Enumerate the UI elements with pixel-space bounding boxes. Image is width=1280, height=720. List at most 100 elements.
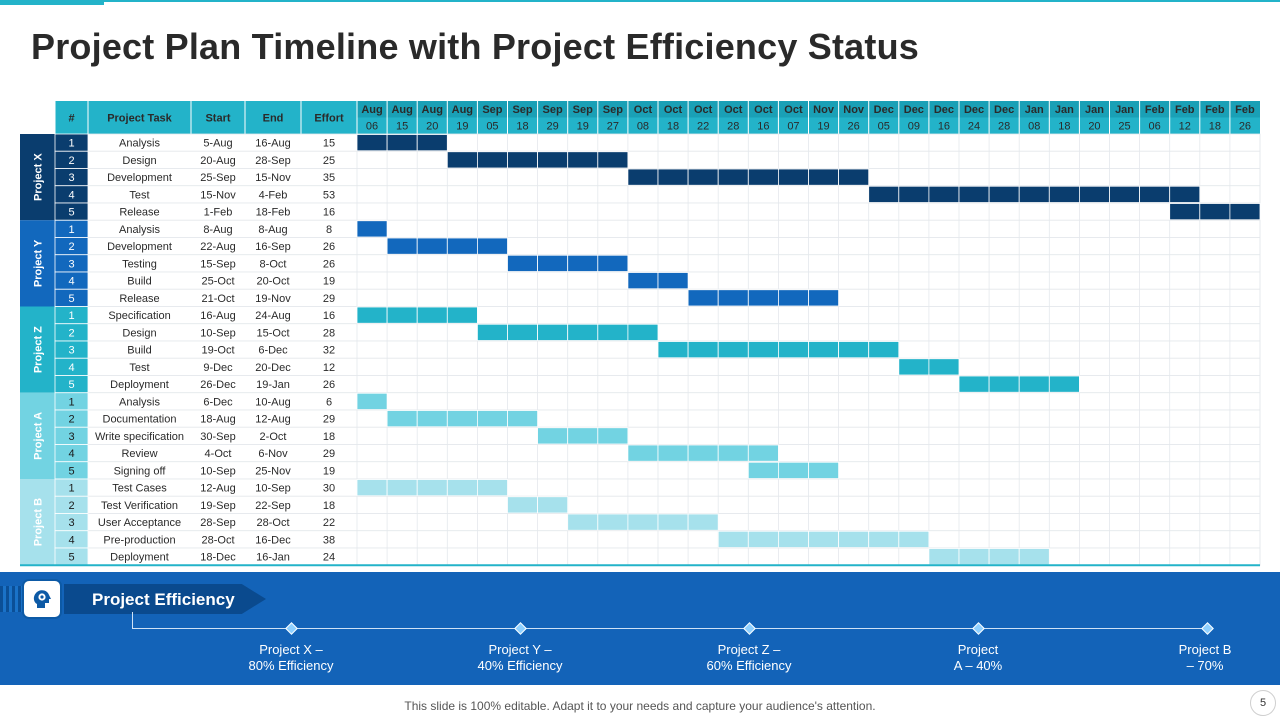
gantt-bar bbox=[446, 410, 478, 428]
gantt-bar bbox=[1169, 203, 1201, 221]
task-name: Test Cases bbox=[112, 483, 167, 495]
gantt-bar bbox=[1169, 185, 1201, 203]
task-start: 12-Aug bbox=[200, 483, 235, 495]
task-effort: 16 bbox=[323, 207, 335, 219]
gantt-bar bbox=[778, 289, 809, 307]
gantt-bar bbox=[416, 134, 448, 152]
month-label: Sep bbox=[512, 104, 532, 116]
day-label: 09 bbox=[908, 121, 920, 133]
gantt-bar bbox=[687, 168, 719, 186]
task-name: User Acceptance bbox=[98, 517, 181, 529]
day-label: 08 bbox=[1028, 121, 1040, 133]
gantt-bar bbox=[416, 237, 448, 255]
gantt-bar bbox=[537, 151, 569, 169]
task-name: Write specification bbox=[95, 431, 184, 443]
gantt-bar bbox=[808, 530, 840, 548]
gantt-bar bbox=[416, 306, 448, 324]
task-end: 19-Nov bbox=[255, 293, 291, 305]
gantt-bar bbox=[1199, 203, 1231, 221]
row-number: 4 bbox=[68, 276, 74, 288]
gantt-bar bbox=[567, 427, 599, 445]
gantt-bar bbox=[838, 341, 870, 359]
month-label: Jan bbox=[1025, 104, 1044, 116]
task-end: 15-Nov bbox=[255, 172, 291, 184]
month-label: Aug bbox=[361, 104, 382, 116]
task-name: Analysis bbox=[119, 396, 160, 408]
month-label: Dec bbox=[934, 104, 954, 116]
gantt-bar bbox=[386, 479, 418, 497]
gantt-bar bbox=[1018, 375, 1050, 393]
task-end: 2-Oct bbox=[260, 431, 287, 443]
month-label: Sep bbox=[482, 104, 502, 116]
timeline-connector bbox=[132, 612, 133, 628]
gantt-bar bbox=[898, 530, 930, 548]
efficiency-line2: 60% Efficiency bbox=[706, 658, 792, 673]
task-name: Development bbox=[107, 172, 172, 184]
day-label: 15 bbox=[396, 121, 408, 133]
task-effort: 53 bbox=[323, 189, 335, 201]
month-label: Jan bbox=[1085, 104, 1104, 116]
task-effort: 30 bbox=[323, 483, 335, 495]
day-label: 16 bbox=[938, 121, 950, 133]
task-end: 25-Nov bbox=[255, 465, 291, 477]
day-label: 08 bbox=[637, 121, 649, 133]
day-label: 28 bbox=[998, 121, 1010, 133]
row-number: 2 bbox=[68, 327, 74, 339]
gantt-bar bbox=[386, 410, 418, 428]
task-effort: 24 bbox=[323, 552, 335, 564]
task-effort: 32 bbox=[323, 345, 335, 357]
gantt-bar bbox=[747, 461, 779, 479]
gantt-bar bbox=[1109, 185, 1141, 203]
task-end: 16-Aug bbox=[255, 138, 290, 150]
project-label: Project Y bbox=[33, 239, 45, 287]
table-header-bg bbox=[55, 101, 357, 134]
task-end: 12-Aug bbox=[255, 414, 290, 426]
task-end: 16-Dec bbox=[255, 534, 291, 546]
task-end: 4-Feb bbox=[259, 189, 288, 201]
gantt-bar bbox=[717, 444, 749, 462]
task-name: Test Verification bbox=[101, 500, 178, 512]
gantt-bar bbox=[507, 254, 539, 272]
day-label: 28 bbox=[727, 121, 739, 133]
gantt-bar bbox=[778, 461, 809, 479]
gantt-bar bbox=[838, 530, 870, 548]
task-name: Design bbox=[122, 327, 156, 339]
gantt-bar bbox=[537, 323, 569, 341]
day-label: 18 bbox=[1209, 121, 1221, 133]
gantt-bar bbox=[597, 254, 629, 272]
gantt-bar bbox=[928, 548, 960, 566]
gantt-bar bbox=[1048, 185, 1080, 203]
task-name: Build bbox=[127, 345, 151, 357]
task-end: 8-Oct bbox=[260, 258, 287, 270]
month-label: Sep bbox=[543, 104, 563, 116]
gantt-bar bbox=[627, 513, 659, 531]
slide-caption: This slide is 100% editable. Adapt it to… bbox=[404, 699, 876, 713]
task-name: Review bbox=[121, 448, 157, 460]
day-label: 19 bbox=[817, 121, 829, 133]
task-start: 10-Sep bbox=[200, 327, 235, 339]
task-start: 19-Oct bbox=[201, 345, 234, 357]
task-start: 15-Sep bbox=[200, 258, 235, 270]
month-label: Nov bbox=[843, 104, 865, 116]
efficiency-line2: A – 40% bbox=[953, 658, 1003, 673]
gantt-bar bbox=[988, 375, 1020, 393]
row-number: 4 bbox=[68, 362, 74, 374]
row-number: 1 bbox=[68, 310, 74, 322]
efficiency-line2: – 70% bbox=[1186, 658, 1224, 673]
task-name: Analysis bbox=[119, 224, 160, 236]
row-number: 5 bbox=[68, 207, 74, 219]
gantt-bar bbox=[657, 444, 689, 462]
gantt-bar bbox=[416, 410, 448, 428]
gantt-bar bbox=[898, 358, 930, 376]
row-number: 3 bbox=[68, 431, 74, 443]
task-start: 25-Oct bbox=[201, 276, 234, 288]
task-start: 15-Nov bbox=[200, 189, 236, 201]
gantt-bar bbox=[928, 358, 960, 376]
gantt-bar bbox=[958, 185, 990, 203]
gantt-bar bbox=[747, 444, 779, 462]
month-label: Sep bbox=[573, 104, 593, 116]
task-effort: 8 bbox=[326, 224, 332, 236]
month-label: Dec bbox=[994, 104, 1014, 116]
row-number: 5 bbox=[68, 293, 74, 305]
project-label-block bbox=[20, 134, 55, 221]
